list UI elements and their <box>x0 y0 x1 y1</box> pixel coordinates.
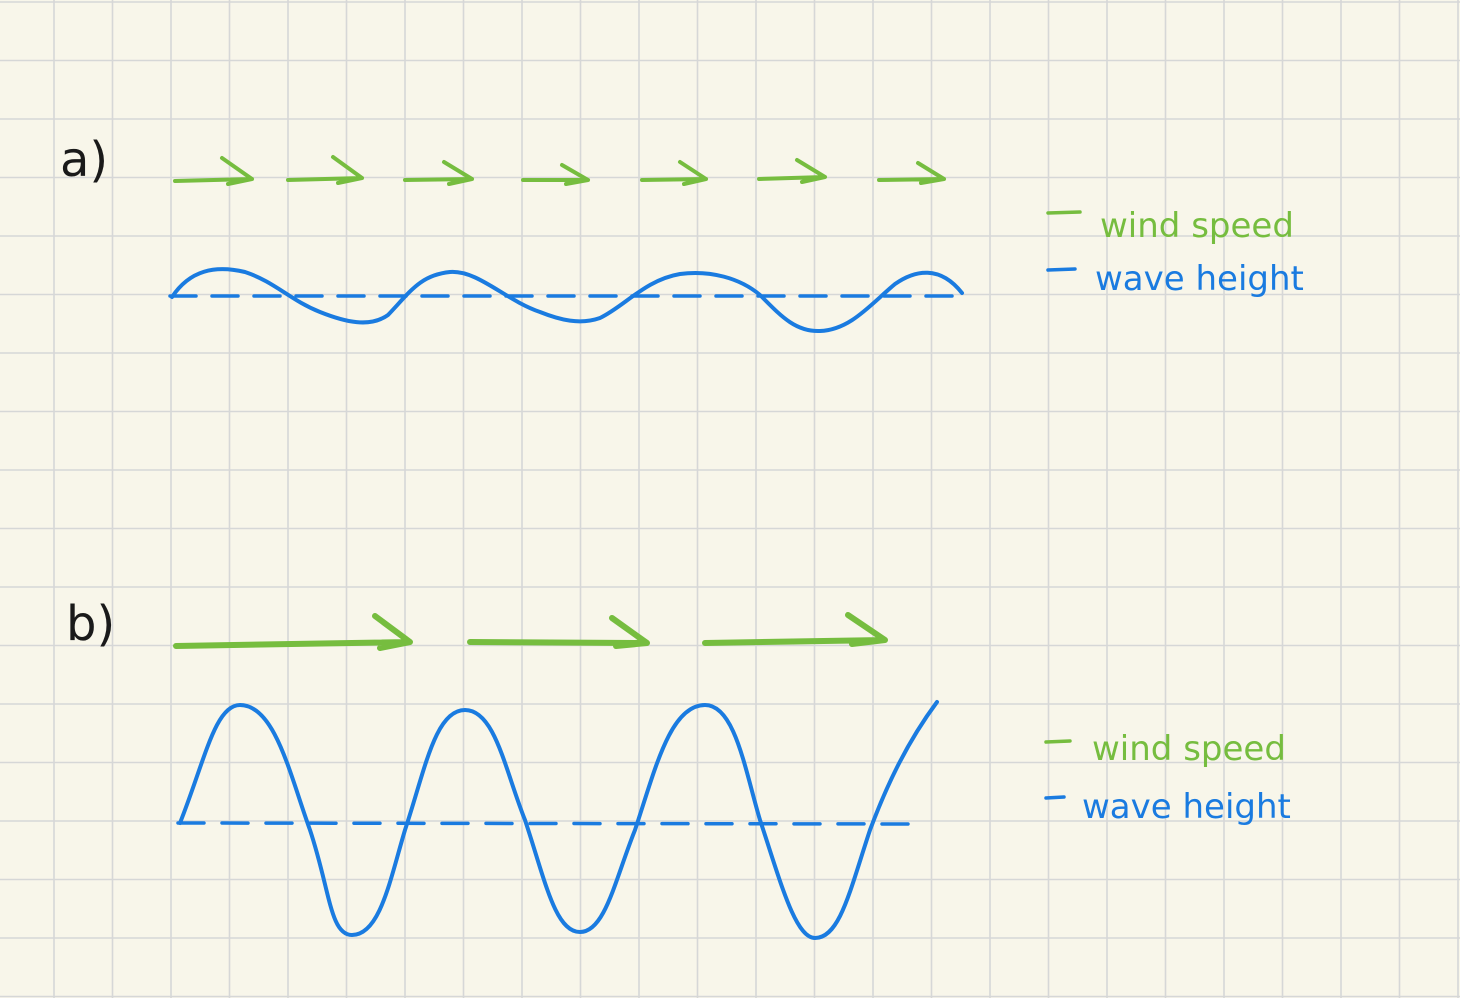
panel-b-legend-wind-label: wind speed <box>1092 729 1286 769</box>
panel-a-legend-wind-label: wind speed <box>1100 206 1294 246</box>
panel-a-legend: wind speed wave height <box>1048 206 1304 299</box>
wind-arrow-icon <box>176 616 410 648</box>
legend-wind-dash <box>1046 741 1070 742</box>
wind-arrow-icon <box>175 158 252 184</box>
panel-a-label: a) <box>60 132 108 188</box>
panel-a-wave-curve <box>172 269 962 331</box>
panel-a: a) <box>60 132 965 331</box>
panel-a-wind-arrows <box>175 157 944 184</box>
wind-arrow-icon <box>705 615 885 644</box>
panel-b-legend-wave-label: wave height <box>1082 787 1291 827</box>
panel-b-wave-curve <box>180 702 937 938</box>
wind-arrow-icon <box>879 163 944 183</box>
panel-b-baseline <box>178 823 920 824</box>
legend-wave-dash <box>1048 269 1075 270</box>
wind-arrow-icon <box>642 162 706 184</box>
panel-b: b) <box>66 596 937 938</box>
panel-b-label: b) <box>66 596 115 652</box>
wind-arrow-icon <box>470 618 647 646</box>
wind-arrow-icon <box>288 157 362 183</box>
legend-wave-dash <box>1046 797 1064 798</box>
legend-wind-dash <box>1048 212 1080 213</box>
panel-b-legend: wind speed wave height <box>1046 729 1291 827</box>
panel-b-wind-arrows <box>176 615 885 648</box>
panel-a-legend-wave-label: wave height <box>1095 259 1304 299</box>
wind-arrow-icon <box>405 162 472 184</box>
wind-arrow-icon <box>523 165 588 184</box>
